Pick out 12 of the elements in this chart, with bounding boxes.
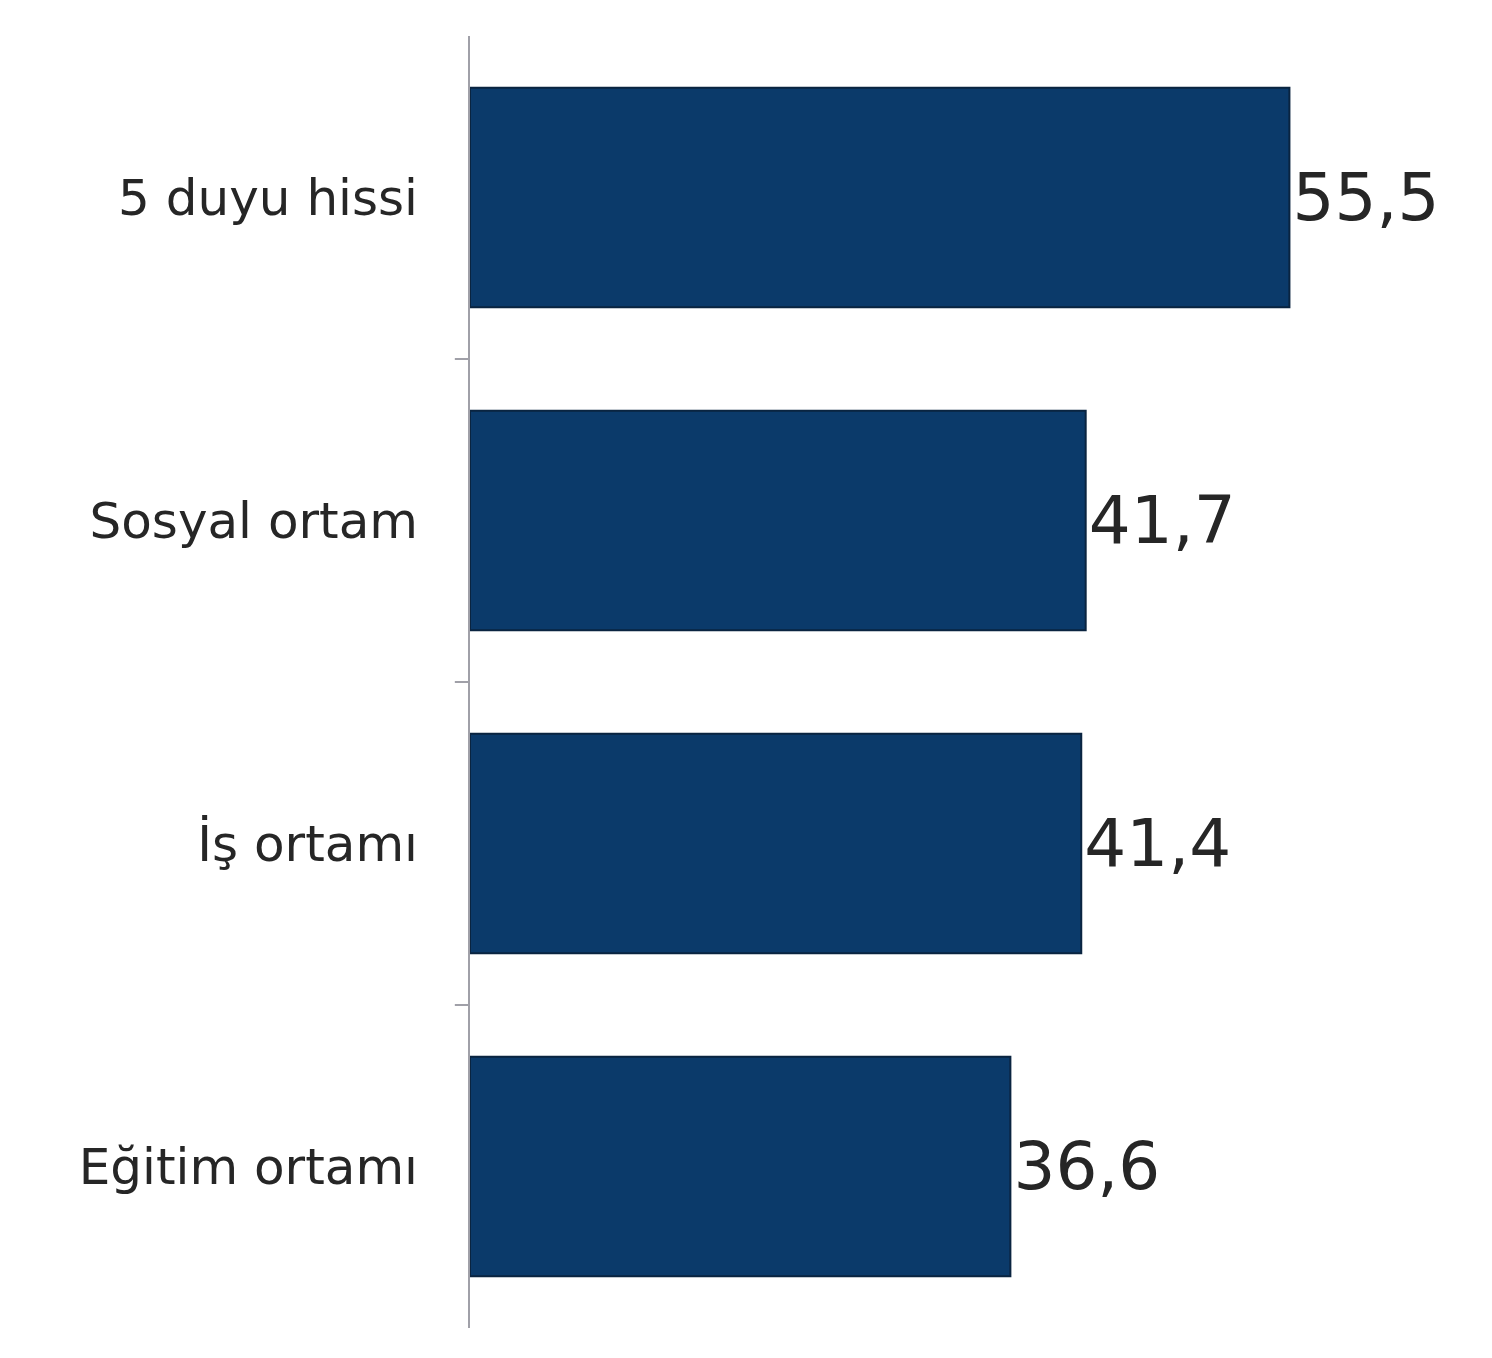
data-label: 41,4: [1084, 805, 1232, 882]
data-label: 41,7: [1088, 482, 1236, 559]
y-tick-label: 5 duyu hissi: [118, 169, 418, 227]
bar: [470, 1055, 1012, 1278]
y-tick-label: Eğitim ortamı: [78, 1138, 418, 1196]
y-tick-label: Sosyal ortam: [89, 492, 418, 550]
data-label: 36,6: [1013, 1128, 1161, 1205]
y-tick-label: İş ortamı: [197, 815, 418, 873]
bar: [470, 409, 1087, 632]
bar: [470, 86, 1291, 309]
bar: [470, 732, 1083, 955]
data-label: 55,5: [1292, 159, 1440, 236]
